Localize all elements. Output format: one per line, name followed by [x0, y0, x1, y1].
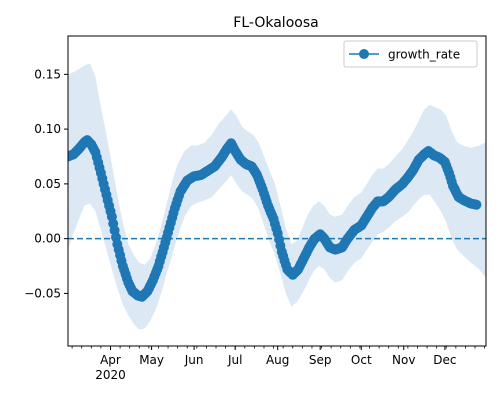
plot-area [68, 63, 486, 330]
plot-frame [67, 35, 487, 347]
x-tick-label: Apr [100, 353, 121, 367]
x-tick-label: Nov [392, 353, 415, 367]
x-tick-label: May [139, 353, 164, 367]
data-point-marker [471, 199, 482, 210]
y-tick-label: 0.15 [34, 67, 61, 81]
x-tick-label: Jul [227, 353, 242, 367]
y-tick-label: 0.10 [34, 122, 61, 136]
y-tick-label: 0.00 [34, 232, 61, 246]
y-tick-label: 0.05 [34, 177, 61, 191]
axes: −0.05 0.00 0.05 0.10 0.15 Apr May Jun Jul Aug Sep O… [24, 35, 487, 382]
x-tick-label: Dec [433, 353, 456, 367]
legend-label-growth-rate: growth_rate [388, 48, 460, 62]
chart-title: FL-Okaloosa [233, 15, 318, 31]
legend: growth_rate [343, 40, 478, 68]
x-tick-label: Jun [184, 353, 204, 367]
confidence-band [68, 63, 486, 330]
y-tick-label: −0.05 [24, 286, 61, 300]
x-tick-label: Oct [351, 353, 372, 367]
legend-frame [343, 40, 478, 68]
x-tick-label: Sep [309, 353, 332, 367]
legend-marker-swatch [359, 49, 369, 59]
x-tick-label: Aug [266, 353, 289, 367]
growth-rate-markers [68, 135, 482, 302]
plot-series-group [68, 63, 486, 330]
x-year-label: 2020 [95, 368, 126, 382]
